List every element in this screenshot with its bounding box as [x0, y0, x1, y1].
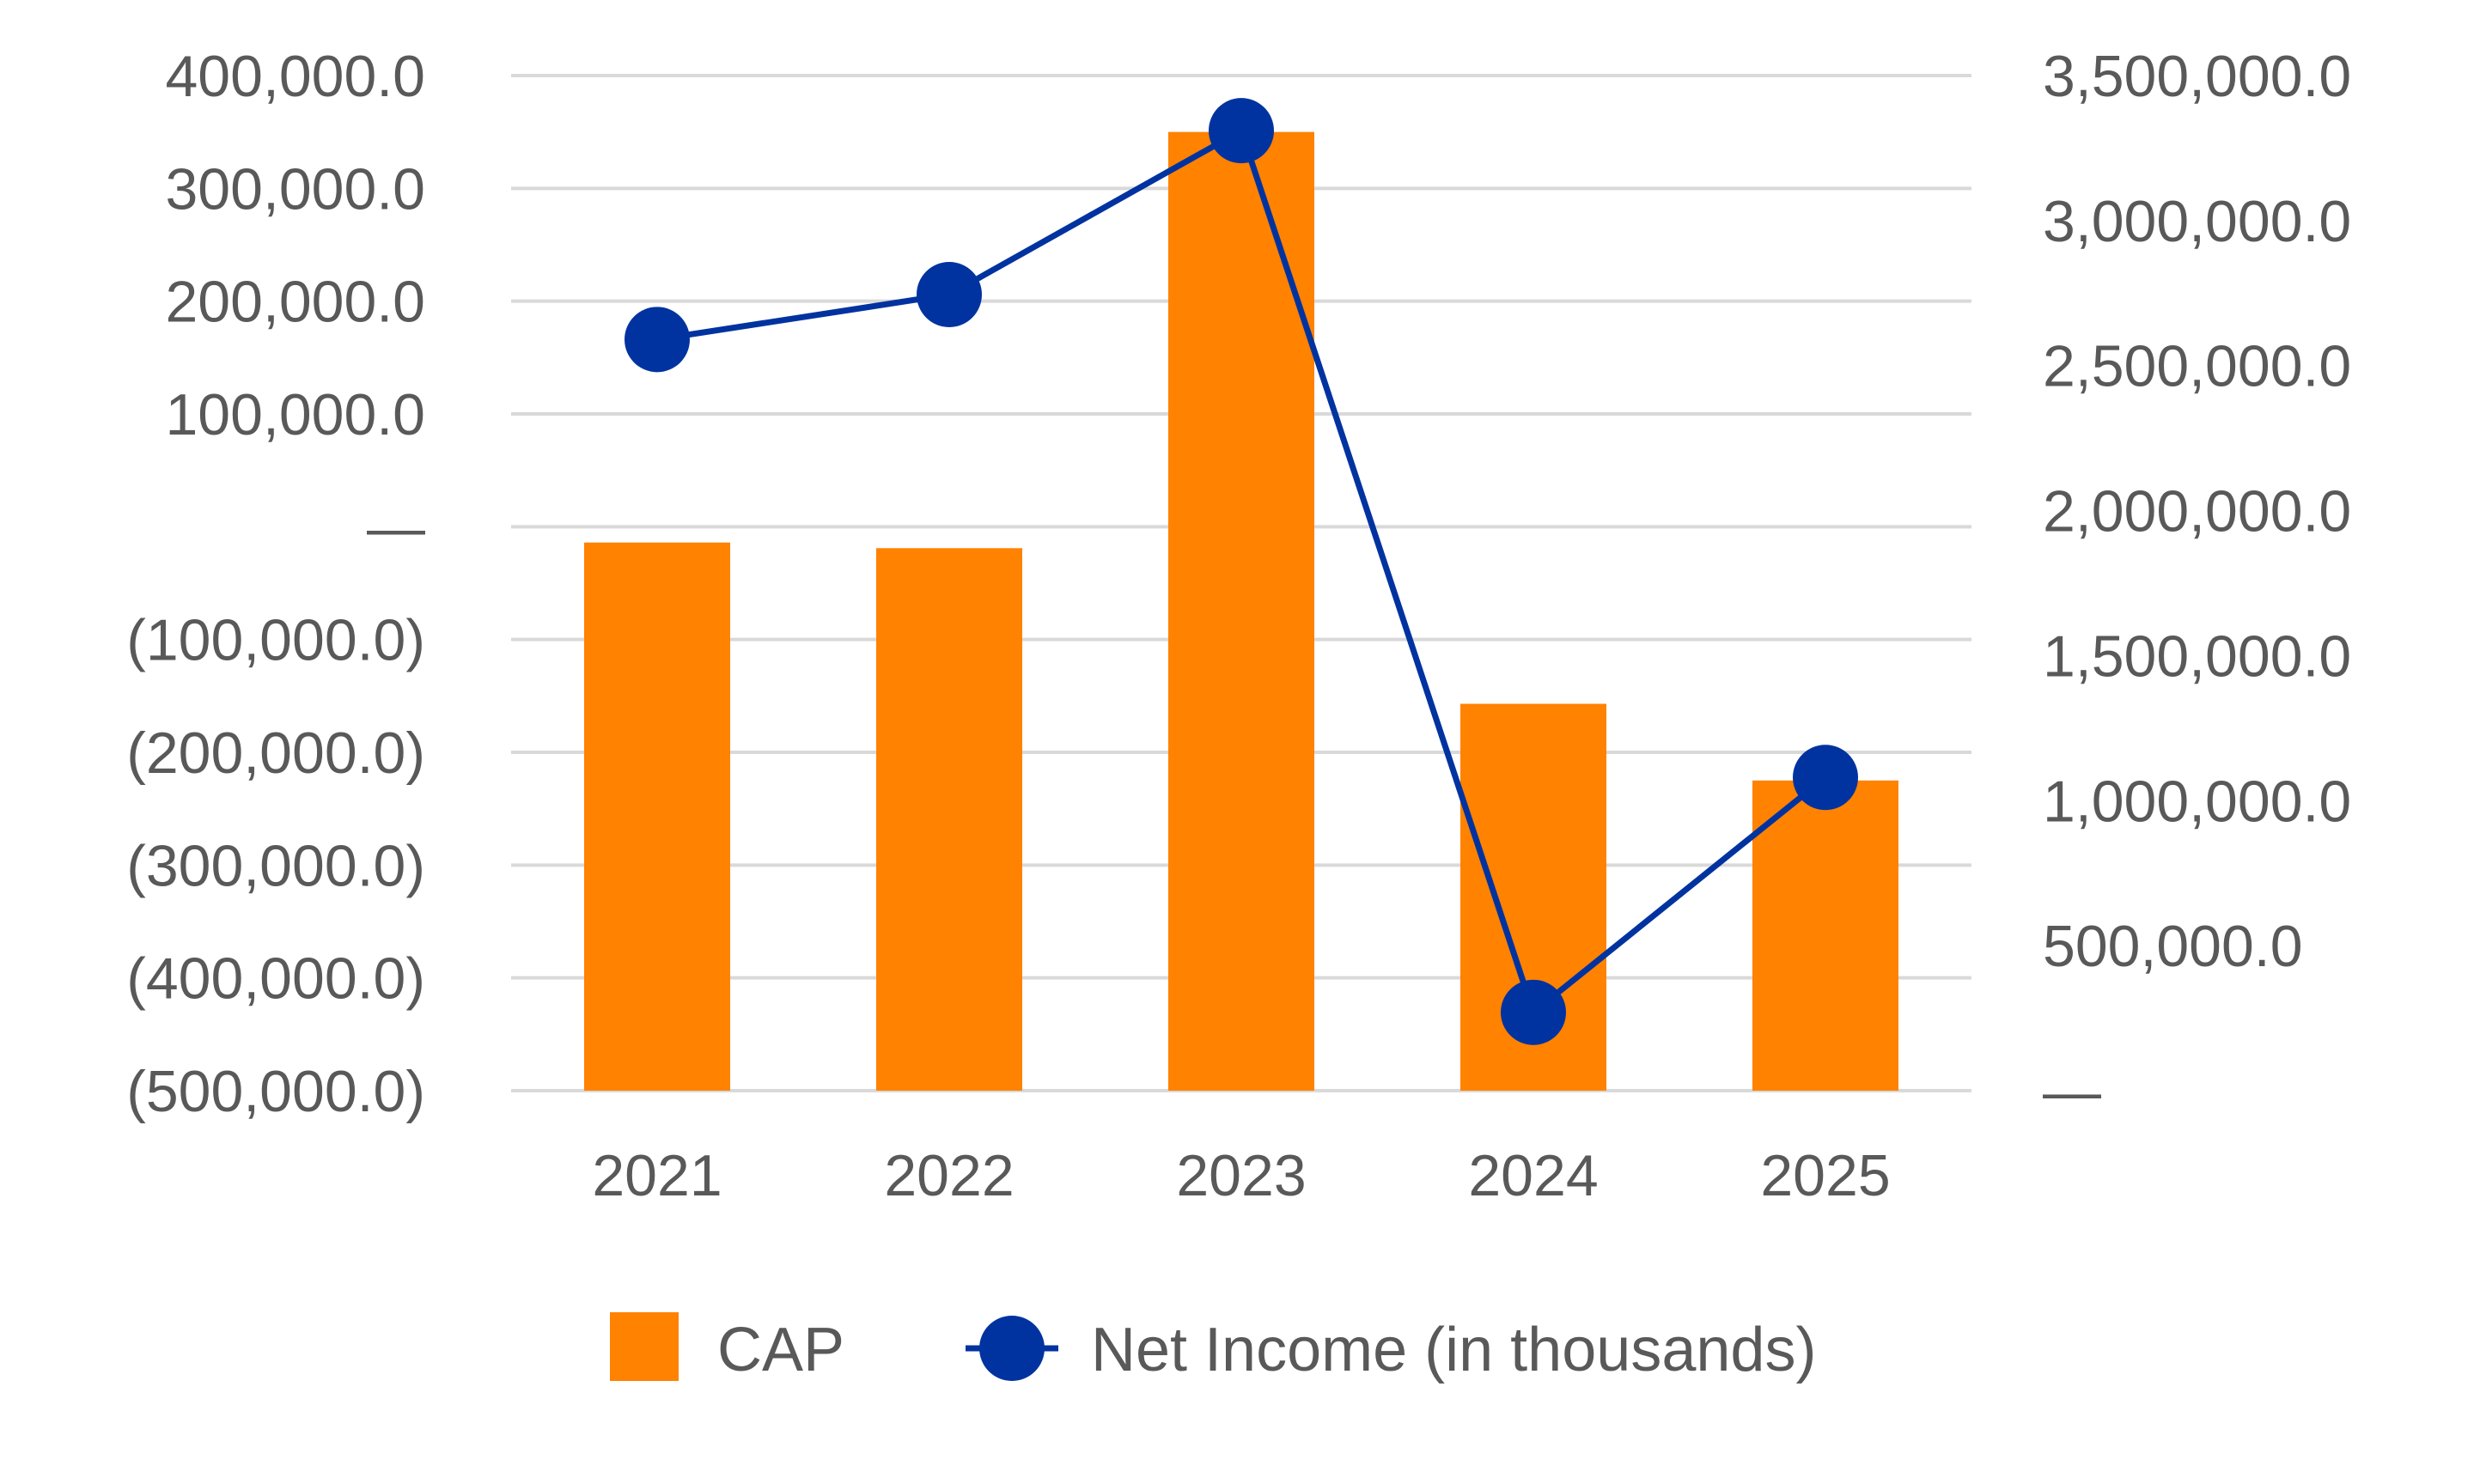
- left-axis-tick-label: 100,000.0: [165, 382, 425, 447]
- legend-swatch-cap: [610, 1312, 679, 1381]
- left-axis-tick-label: (300,000.0): [126, 833, 425, 898]
- marker-net-income-2023: [1209, 98, 1274, 164]
- left-axis-tick-label: 400,000.0: [165, 44, 425, 109]
- marker-net-income-2021: [625, 307, 690, 373]
- right-axis-tick-label: 3,500,000.0: [2043, 44, 2351, 109]
- marker-net-income-2024: [1501, 979, 1566, 1045]
- left-axis-tick-label: 300,000.0: [165, 156, 425, 222]
- x-axis-tick-label: 2025: [1760, 1143, 1890, 1208]
- right-axis-tick-label: 2,000,000.0: [2043, 479, 2351, 544]
- right-axis-tick-label: 2,500,000.0: [2043, 334, 2351, 399]
- right-axis-tick-label: 1,000,000.0: [2043, 769, 2351, 834]
- x-axis-tick-label: 2022: [884, 1143, 1014, 1208]
- left-axis-tick-label: 200,000.0: [165, 270, 425, 335]
- legend: CAP Net Income (in thousands): [610, 1312, 1816, 1384]
- left-axis-ticks: 400,000.0 300,000.0 200,000.0 100,000.0 — (10…: [126, 44, 425, 1124]
- bar-cap-2021: [584, 542, 730, 1091]
- left-axis-tick-label: (500,000.0): [126, 1059, 425, 1124]
- left-axis-tick-label: (100,000.0): [126, 608, 425, 673]
- legend-label-cap: CAP: [717, 1316, 844, 1384]
- x-axis-tick-label: 2021: [592, 1143, 722, 1208]
- left-axis-tick-label: —: [367, 495, 425, 560]
- legend-swatch-net-income-marker: [979, 1316, 1045, 1381]
- marker-net-income-2025: [1793, 745, 1858, 811]
- bar-cap-2022: [876, 548, 1022, 1091]
- bar-series-cap: [584, 131, 1898, 1092]
- x-axis-ticks: 2021 2022 2023 2024 2025: [592, 1143, 1890, 1208]
- left-axis-tick-label: (400,000.0): [126, 946, 425, 1012]
- line-series-net-income: [625, 98, 1858, 1045]
- right-axis-ticks: 3,500,000.0 3,000,000.0 2,500,000.0 2,000,0…: [2043, 44, 2351, 1124]
- right-axis-tick-label: 3,000,000.0: [2043, 189, 2351, 254]
- x-axis-tick-label: 2023: [1176, 1143, 1306, 1208]
- legend-label-net-income: Net Income (in thousands): [1091, 1316, 1816, 1384]
- marker-net-income-2022: [917, 261, 982, 327]
- right-axis-tick-label: —: [2043, 1059, 2101, 1124]
- right-axis-tick-label: 500,000.0: [2043, 914, 2303, 979]
- right-axis-tick-label: 1,500,000.0: [2043, 623, 2351, 689]
- left-axis-tick-label: (200,000.0): [126, 721, 425, 786]
- x-axis-tick-label: 2024: [1468, 1143, 1598, 1208]
- bar-cap-2025: [1752, 780, 1898, 1091]
- bar-cap-2023: [1168, 131, 1314, 1092]
